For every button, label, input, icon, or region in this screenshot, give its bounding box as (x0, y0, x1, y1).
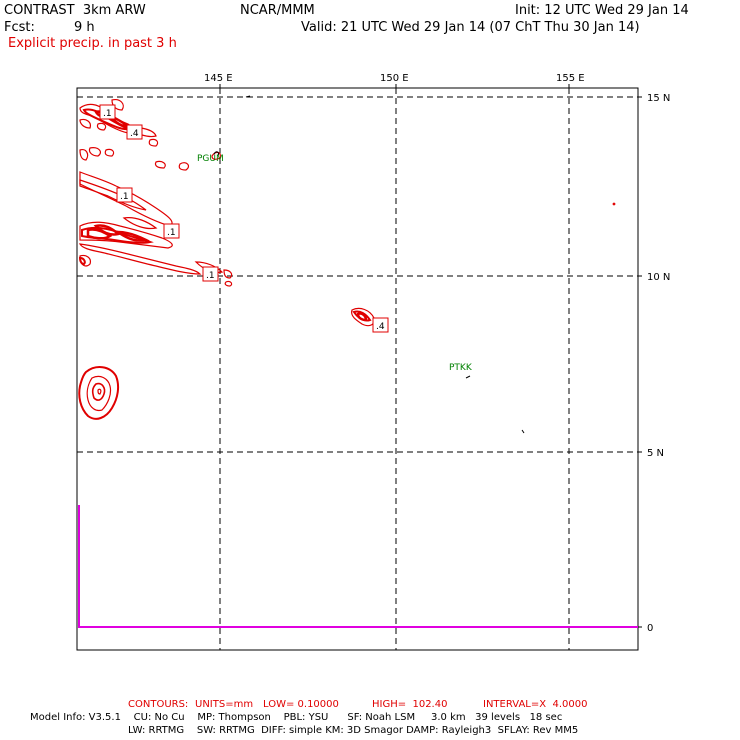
contours-label: CONTOURS: (128, 699, 189, 710)
model-info-line2: LW: RRTMG SW: RRTMG DIFF: simple KM: 3D … (128, 725, 579, 736)
accumulation-bar (78, 505, 638, 628)
contour-label-box (202, 266, 219, 282)
lat-lon-grid (77, 88, 638, 650)
contour-label-box (163, 223, 180, 239)
contour-label-box (116, 187, 133, 203)
lon-label-145e: 145 E (204, 73, 233, 84)
model-title: CONTRAST 3km ARW (4, 3, 146, 18)
station-label-pgum: PGUM (197, 154, 224, 164)
contour-label-box (126, 124, 143, 140)
lat-label-10n: 10 N (647, 272, 670, 283)
contours-high: HIGH= 102.40 (372, 699, 448, 710)
contour-label: .1 (120, 192, 129, 202)
valid-time: Valid: 21 UTC Wed 29 Jan 14 (07 ChT Thu … (301, 20, 640, 35)
contour-label: .4 (130, 129, 139, 139)
organization-label: NCAR/MMM (240, 3, 315, 18)
axis-ticks (219, 84, 642, 628)
contour-label-box (372, 317, 389, 333)
model-info-line1: Model Info: V3.5.1 CU: No Cu MP: Thompso… (30, 712, 563, 723)
lat-label-5n: 5 N (647, 448, 664, 459)
contour-label: .1 (167, 228, 176, 238)
forecast-hours: 9 h (74, 20, 95, 35)
coastline-features (213, 95, 525, 434)
precip-contours (78, 99, 616, 420)
lat-label-15n: 15 N (647, 93, 670, 104)
station-label-ptkk: PTKK (449, 363, 473, 373)
contour-label: .1 (206, 271, 215, 281)
field-title: Explicit precip. in past 3 h (8, 36, 177, 51)
bar-axis-zero-label: 0 (647, 623, 653, 634)
contour-label: .1 (103, 109, 112, 119)
contours-units: UNITS=mm (195, 699, 254, 710)
lon-label-150e: 150 E (380, 73, 409, 84)
lon-label-155e: 155 E (556, 73, 585, 84)
map-frame (76, 87, 639, 651)
contours-low: LOW= 0.10000 (263, 699, 339, 710)
contour-label-box (99, 104, 116, 120)
init-time: Init: 12 UTC Wed 29 Jan 14 (515, 3, 689, 18)
contours-interval: INTERVAL=X 4.0000 (483, 699, 588, 710)
contour-label-boxes: .1 .4 .1 .1 .1 .4 (99, 104, 389, 333)
contour-label: .4 (376, 322, 385, 332)
forecast-label: Fcst: (4, 20, 35, 35)
